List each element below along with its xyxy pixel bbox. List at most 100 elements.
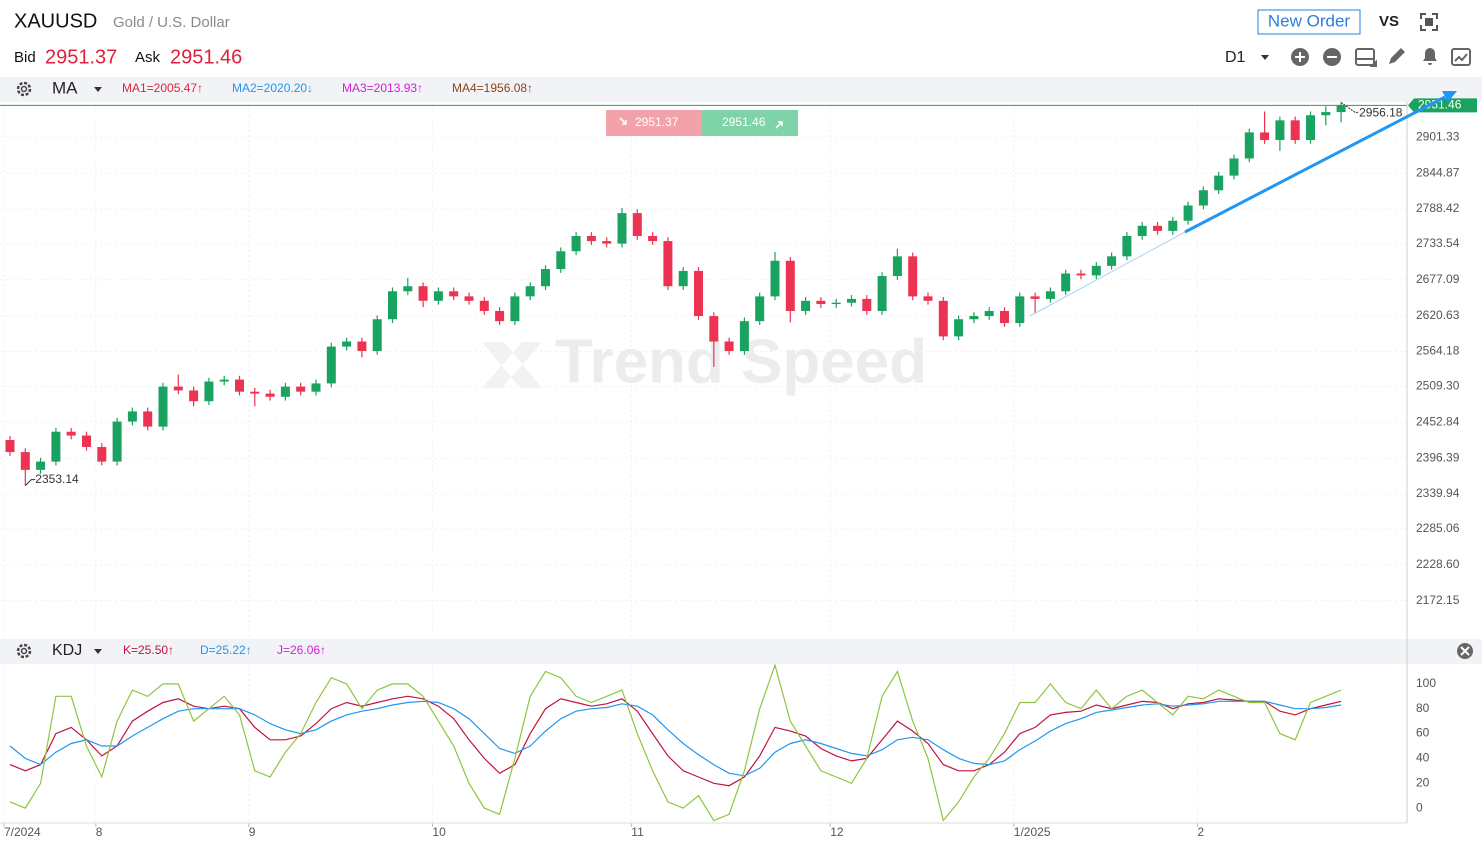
candle-body — [189, 390, 199, 402]
candle-body — [862, 298, 872, 311]
candle-body — [1260, 132, 1270, 141]
candle-body — [541, 269, 550, 287]
candle-body — [204, 381, 214, 402]
indicator-icon[interactable] — [1451, 48, 1471, 66]
candle-body — [831, 302, 841, 304]
candle-body — [36, 461, 46, 470]
trend-arrowhead — [1442, 91, 1457, 102]
indicator-line — [9, 700, 1342, 777]
candle-body — [694, 270, 703, 317]
min-marker — [24, 479, 36, 487]
alert-icon[interactable] — [1423, 48, 1437, 65]
candle-body — [1214, 175, 1224, 191]
bid-box-price: 2951.37 — [635, 115, 679, 129]
x-tick-label: 1/2025 — [1014, 825, 1051, 839]
candle-body — [97, 446, 107, 462]
timeframe[interactable]: D1 — [1225, 49, 1246, 66]
x-tick-label: 10 — [432, 825, 446, 839]
y-tick-label: 2339.94 — [1416, 486, 1460, 500]
candle-body — [586, 235, 596, 242]
new-order-button[interactable]: New Order — [1257, 9, 1361, 35]
candle-body — [1336, 105, 1346, 113]
dropdown-caret — [1261, 55, 1269, 60]
candle-body — [969, 316, 979, 320]
settings-icon[interactable] — [16, 643, 32, 659]
indicator-bar — [0, 639, 1482, 664]
candle-body — [433, 291, 443, 301]
close-indicator[interactable] — [1457, 643, 1473, 659]
candle-body — [1107, 256, 1117, 266]
max-label: 2956.18 — [1359, 106, 1403, 120]
candle-body — [571, 235, 581, 252]
bid-label: Bid — [14, 49, 36, 66]
candle-body — [173, 386, 183, 391]
candle-body — [709, 316, 719, 342]
y-tick-label: 2564.18 — [1416, 344, 1460, 358]
candle-body — [388, 291, 397, 320]
y-tick-label: 2452.84 — [1416, 414, 1460, 428]
candle-body — [235, 379, 244, 392]
trend-line-thick — [1184, 95, 1446, 234]
x-tick-label: 11 — [631, 825, 644, 839]
candle-body — [1198, 190, 1208, 206]
y-tick-label: 2509.30 — [1416, 379, 1460, 393]
candle-body — [1153, 225, 1162, 231]
y-tick-label: 2901.33 — [1416, 129, 1460, 143]
candle-body — [372, 319, 382, 352]
candle-body — [403, 286, 413, 292]
candle-body — [648, 235, 658, 242]
candle-body — [449, 291, 459, 297]
y-tick-label: 2620.63 — [1416, 308, 1460, 322]
candle-body — [357, 341, 367, 352]
layout-icon[interactable] — [1355, 48, 1377, 67]
ask-label: Ask — [135, 49, 161, 66]
candle-body — [158, 386, 168, 427]
trend-line[interactable] — [1029, 91, 1457, 317]
indicator-name[interactable]: MA — [52, 78, 78, 97]
candle-body — [479, 300, 489, 311]
y-tick-label: 40 — [1416, 751, 1430, 765]
candle-body — [1168, 220, 1178, 231]
candle-body — [311, 383, 321, 392]
trend-line-thin — [1029, 231, 1186, 317]
candle-body — [847, 298, 856, 303]
candle-body — [82, 435, 91, 447]
candle-body — [663, 241, 673, 287]
candle-body — [1275, 120, 1285, 141]
candle-body — [1122, 235, 1132, 257]
legend-entry: K=25.50↑ — [123, 643, 174, 657]
candle-body — [632, 213, 642, 236]
y-tick-label: 2733.54 — [1416, 236, 1460, 250]
bid-box[interactable] — [606, 110, 702, 136]
candle-body — [908, 256, 918, 297]
fullscreen-icon[interactable] — [1420, 13, 1438, 31]
settings-icon[interactable] — [16, 81, 32, 97]
candle-body — [280, 386, 290, 397]
indicator-name[interactable]: KDJ — [52, 642, 82, 659]
candle-body — [1076, 273, 1086, 276]
candle-body — [51, 431, 61, 462]
y-tick-label: 100 — [1416, 676, 1436, 690]
candle-body — [1030, 296, 1040, 299]
zoom-in[interactable] — [1291, 48, 1309, 66]
candle-body — [20, 452, 30, 470]
indicator-line — [9, 663, 1342, 822]
candle-body — [1015, 296, 1025, 324]
candle-body — [1321, 112, 1331, 116]
zoom-out[interactable] — [1323, 48, 1341, 66]
candle-body — [938, 300, 948, 337]
candle-body — [556, 251, 566, 270]
candle-body — [724, 341, 734, 352]
candle-body — [342, 341, 352, 347]
candle-body — [892, 256, 902, 277]
vs-button[interactable]: VS — [1379, 13, 1399, 30]
max-marker — [1340, 102, 1360, 113]
y-tick-label: 2844.87 — [1416, 165, 1460, 179]
candle-body — [1183, 205, 1193, 221]
ma-value: MA1=2005.47↑ — [122, 81, 203, 95]
candle-body — [1045, 291, 1055, 299]
candle-body — [250, 391, 260, 394]
draw-icon[interactable] — [1389, 48, 1405, 64]
candle-body — [1229, 158, 1239, 176]
